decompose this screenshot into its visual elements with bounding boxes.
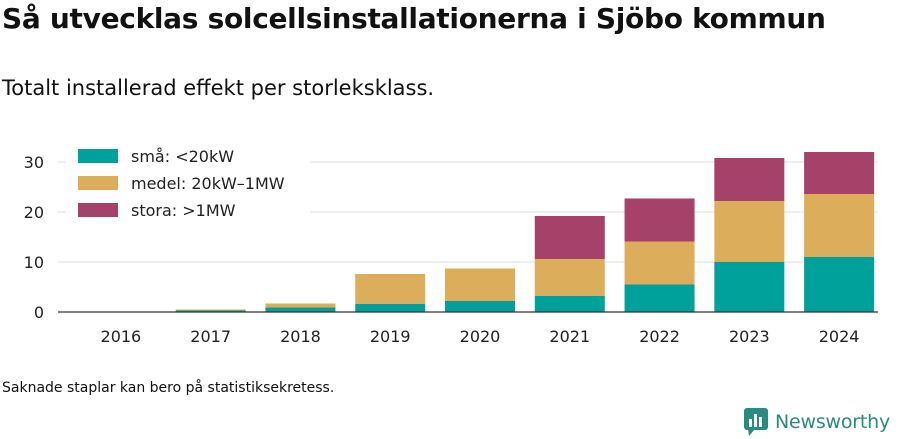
bar-2019-series-0: [355, 304, 426, 312]
legend-swatch: [78, 176, 118, 190]
footnote: Saknade staplar kan bero på statistiksek…: [2, 380, 335, 396]
x-tick-label: 2021: [549, 327, 590, 346]
x-tick-label: 2017: [190, 327, 231, 346]
y-tick-label: 10: [24, 253, 44, 272]
bar-2018-series-0: [265, 307, 336, 312]
x-tick-label: 2018: [280, 327, 321, 346]
bar-2022-series-1: [624, 241, 695, 285]
x-tick-label: 2020: [460, 327, 501, 346]
bar-2021-series-1: [534, 259, 605, 296]
y-tick-label: 20: [24, 203, 44, 222]
legend-label: små: <20kW: [131, 147, 234, 166]
bar-2021-series-2: [534, 216, 605, 259]
bar-2022-series-2: [624, 198, 695, 242]
bar-2022-series-0: [624, 284, 695, 312]
x-tick-label: 2023: [729, 327, 770, 346]
bar-2024-series-2: [804, 152, 875, 194]
bar-2023-series-1: [714, 201, 785, 262]
bar-2023-series-0: [714, 262, 785, 312]
bar-2024-series-0: [804, 257, 875, 312]
legend-label: medel: 20kW–1MW: [131, 174, 285, 193]
bar-2020-series-0: [445, 301, 515, 312]
brand[interactable]: Newsworthy: [743, 407, 890, 437]
chart-subtitle: Totalt installerad effekt per storlekskl…: [2, 76, 435, 100]
bar-2017-series-0: [175, 310, 246, 312]
x-tick-label: 2022: [639, 327, 680, 346]
bar-2023-series-2: [714, 158, 785, 201]
bar-2018-series-1: [265, 303, 336, 308]
bar-2024-series-1: [804, 194, 875, 257]
bar-2017-series-1: [175, 309, 246, 311]
legend-label: stora: >1MW: [131, 201, 236, 220]
legend-swatch: [78, 203, 118, 217]
bar-2020-series-1: [445, 268, 515, 301]
chart-title: Så utvecklas solcellsinstallationerna i …: [2, 2, 826, 35]
bar-2021-series-0: [534, 296, 605, 312]
x-tick-label: 2016: [101, 327, 142, 346]
y-tick-label: 30: [24, 153, 44, 172]
legend-swatch: [78, 149, 118, 163]
bar-2019-series-1: [355, 274, 426, 304]
stacked-bar-chart: 0 10 20 30 2016 2017 2018 2019 2020 2021 2022 2023 2…: [24, 140, 878, 346]
y-tick-label: 0: [34, 303, 44, 322]
x-tick-label: 2024: [819, 327, 860, 346]
x-tick-label: 2019: [370, 327, 411, 346]
brand-name: Newsworthy: [775, 411, 891, 433]
newsworthy-logo-icon: [744, 408, 768, 436]
